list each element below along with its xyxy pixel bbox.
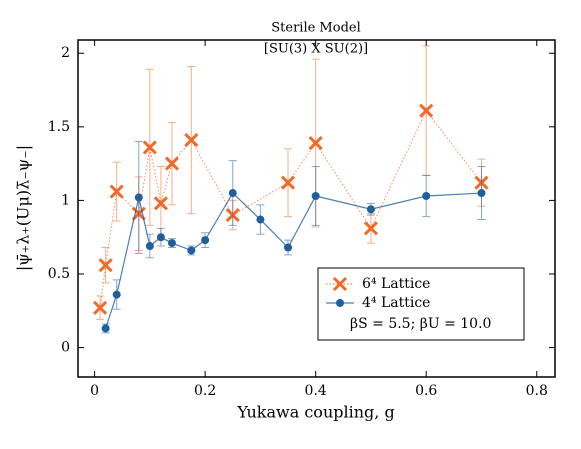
- y-tick-label: 0.5: [48, 266, 70, 282]
- data-point: [419, 103, 434, 118]
- legend-box: [317, 267, 525, 341]
- data-point: [153, 196, 168, 211]
- y-tick-label: 0: [61, 340, 70, 356]
- legend-label: 6⁴ Lattice: [362, 276, 430, 292]
- y-tick-label: 1: [61, 192, 70, 208]
- data-point: [284, 243, 293, 252]
- data-point: [187, 246, 196, 255]
- data-point: [311, 191, 320, 200]
- data-point: [477, 189, 486, 198]
- y-tick-label: 2: [61, 45, 70, 61]
- data-point: [156, 233, 165, 242]
- legend-marker: [332, 276, 348, 292]
- data-point: [280, 175, 296, 190]
- data-point: [93, 300, 108, 315]
- x-tick-label: 0.8: [526, 383, 548, 399]
- x-axis-label: Yukawa coupling, g: [236, 403, 394, 422]
- data-point: [112, 290, 121, 299]
- data-point: [142, 140, 157, 155]
- data-point: [184, 133, 199, 148]
- x-tick-label: 0.2: [194, 383, 216, 399]
- chart-subtitle: [SU(3) X SU(2)]: [264, 42, 368, 57]
- data-point: [109, 184, 124, 199]
- data-point: [164, 156, 180, 171]
- data-point: [201, 236, 210, 245]
- data-point: [256, 215, 265, 224]
- data-point: [134, 193, 143, 202]
- data-point: [422, 191, 431, 200]
- data-point: [228, 189, 237, 198]
- data-point: [308, 135, 323, 151]
- legend-marker: [336, 299, 344, 307]
- annotation: βS = 5.5; βU = 10.0: [350, 316, 491, 332]
- x-tick-label: 0.4: [305, 383, 327, 399]
- y-tick-label: 1.5: [48, 119, 70, 135]
- legend-label: 4⁴ Lattice: [362, 295, 430, 311]
- x-tick-label: 0: [90, 383, 99, 399]
- y-axis-label: |ψ̄₊λ₊(Uμ)λ̄₋ψ₋|: [14, 145, 33, 271]
- x-tick-label: 0.6: [415, 383, 437, 399]
- chart-title: Sterile Model: [271, 21, 361, 36]
- data-point: [167, 239, 176, 248]
- data-point: [98, 258, 113, 273]
- data-point: [363, 221, 379, 236]
- data-point: [145, 242, 154, 251]
- data-point: [101, 324, 110, 333]
- plot-frame: [77, 39, 556, 378]
- data-point: [366, 205, 375, 214]
